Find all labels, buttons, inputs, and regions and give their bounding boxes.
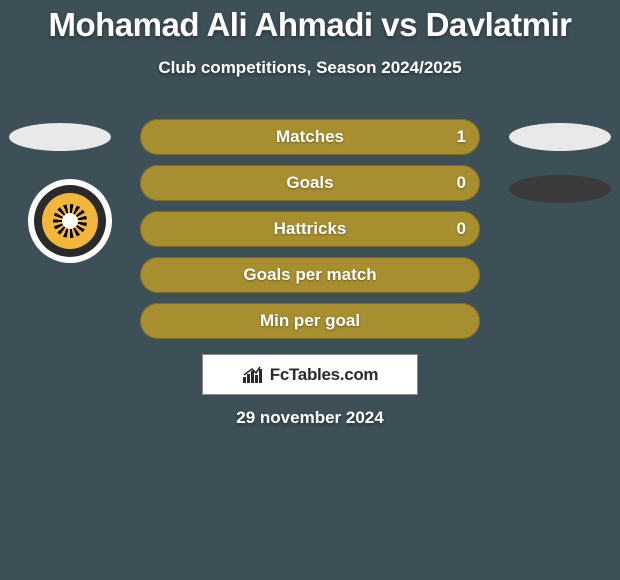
stat-label: Goals <box>286 173 333 193</box>
brand-badge: FcTables.com <box>202 354 418 395</box>
stat-value-right: 1 <box>457 127 466 147</box>
stat-label: Goals per match <box>243 265 376 285</box>
stat-row: Matches 1 <box>140 119 480 155</box>
subtitle: Club competitions, Season 2024/2025 <box>0 58 620 78</box>
stat-row: Goals per match <box>140 257 480 293</box>
stat-label: Matches <box>276 127 344 147</box>
stats-panel: Matches 1 Goals 0 Hattricks 0 Goals per … <box>140 119 480 349</box>
stat-row: Goals 0 <box>140 165 480 201</box>
stat-value-right: 0 <box>457 219 466 239</box>
brand-text: FcTables.com <box>270 365 379 385</box>
player-photo-right <box>509 123 611 151</box>
stat-label: Min per goal <box>260 311 360 331</box>
player-photo-left <box>9 123 111 151</box>
stat-row: Min per goal <box>140 303 480 339</box>
stat-value-right: 0 <box>457 173 466 193</box>
barchart-icon <box>242 366 264 384</box>
stat-label: Hattricks <box>274 219 347 239</box>
stat-row: Hattricks 0 <box>140 211 480 247</box>
date-text: 29 november 2024 <box>0 408 620 428</box>
club-badge-left <box>28 179 112 263</box>
page-title: Mohamad Ali Ahmadi vs Davlatmir <box>0 0 620 44</box>
club-photo-right <box>509 175 611 203</box>
